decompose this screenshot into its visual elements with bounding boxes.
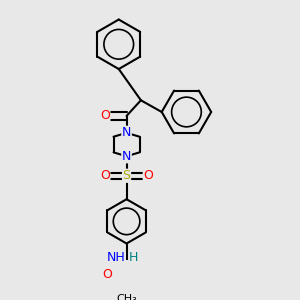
Text: CH₃: CH₃ [116, 294, 137, 300]
Text: N: N [122, 126, 131, 139]
Text: NH: NH [106, 251, 125, 264]
Text: S: S [123, 169, 130, 182]
Text: O: O [143, 169, 153, 182]
Text: O: O [100, 110, 110, 122]
Text: O: O [103, 268, 112, 281]
Text: H: H [129, 251, 139, 264]
Text: N: N [122, 150, 131, 163]
Text: O: O [100, 169, 110, 182]
